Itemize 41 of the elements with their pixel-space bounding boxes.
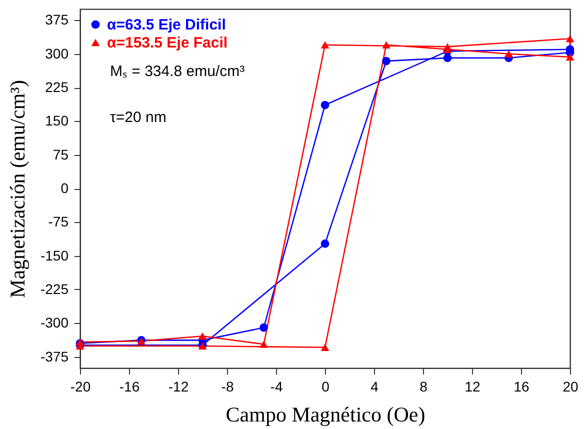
x-tick-label: 8 bbox=[420, 378, 428, 394]
x-tick-label: -4 bbox=[270, 378, 283, 394]
y-tick-label: -150 bbox=[40, 247, 69, 264]
legend-label: α=153.5 Eje Facil bbox=[107, 34, 228, 52]
y-axis-title: Magnetización (emu/cm³) bbox=[5, 80, 30, 298]
point bbox=[320, 240, 330, 248]
x-tick-label: -16 bbox=[119, 378, 140, 394]
y-tick-label: -375 bbox=[40, 348, 69, 364]
point bbox=[382, 41, 390, 49]
x-tick-label: -8 bbox=[221, 378, 234, 394]
legend-label: α=63.5 Eje Dificil bbox=[107, 16, 226, 34]
x-tick-label: 0 bbox=[322, 378, 330, 394]
point bbox=[443, 43, 452, 50]
y-tick-label: 75 bbox=[52, 146, 69, 162]
x-tick-label: 12 bbox=[464, 378, 480, 394]
y-tick-label: 375 bbox=[45, 12, 69, 28]
y-tick-label: 0 bbox=[60, 180, 69, 196]
point bbox=[198, 332, 207, 340]
y-tick-label: -300 bbox=[40, 314, 69, 331]
x-tick-label: 16 bbox=[514, 378, 530, 394]
point bbox=[260, 323, 268, 332]
annotation: Mₛ = 334.8 emu/cm³ bbox=[110, 63, 245, 80]
x-tick-label: 4 bbox=[370, 378, 379, 394]
y-tick-label: 300 bbox=[45, 45, 69, 62]
point bbox=[566, 53, 574, 61]
x-axis-title: Campo Magnético (Oe) bbox=[226, 402, 426, 426]
point bbox=[260, 340, 268, 348]
y-tick-label: -75 bbox=[48, 214, 69, 230]
point bbox=[566, 34, 574, 42]
point bbox=[320, 41, 330, 49]
x-tick-label: -20 bbox=[70, 378, 91, 394]
y-tick-label: -225 bbox=[40, 280, 69, 297]
y-tick-label: 225 bbox=[45, 79, 69, 96]
annotation: τ=20 nm bbox=[110, 109, 166, 126]
x-tick-label: -12 bbox=[168, 378, 189, 394]
point bbox=[382, 56, 390, 66]
point bbox=[320, 344, 330, 351]
point bbox=[320, 100, 330, 110]
point bbox=[504, 50, 513, 58]
x-tick-label: 20 bbox=[562, 378, 578, 394]
y-tick-label: 150 bbox=[45, 112, 69, 129]
